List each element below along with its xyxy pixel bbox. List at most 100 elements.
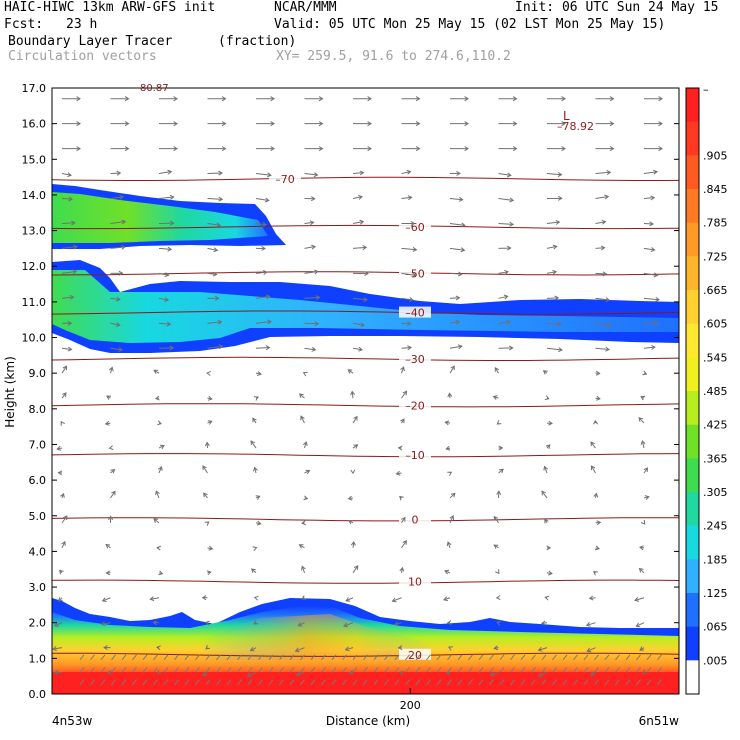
vector-arrow bbox=[373, 679, 379, 686]
isotherm-label: –10 bbox=[405, 449, 425, 462]
vector-arrowhead bbox=[496, 621, 502, 626]
vector-arrowhead bbox=[156, 645, 161, 651]
x-left-label: 4n53w bbox=[52, 714, 93, 728]
vector-arrow bbox=[552, 654, 557, 661]
vector-arrowhead bbox=[105, 570, 111, 576]
vector-arrow bbox=[595, 196, 609, 199]
vector-arrow bbox=[510, 666, 515, 673]
vector-arrowhead bbox=[156, 545, 162, 551]
colorbar-label: .845 bbox=[703, 183, 728, 196]
vector-arrow bbox=[255, 222, 267, 226]
vector-arrow bbox=[163, 679, 169, 686]
vector-arrowhead bbox=[449, 515, 455, 520]
vector-arrowhead bbox=[59, 569, 64, 575]
vector-arrowhead bbox=[446, 620, 452, 626]
vector-arrowhead bbox=[104, 420, 110, 426]
vector-arrow bbox=[510, 679, 515, 686]
vector-arrowhead bbox=[76, 96, 81, 102]
vector-arrow bbox=[657, 654, 662, 661]
vector-arrow bbox=[247, 654, 253, 661]
vector-arrow bbox=[426, 654, 431, 661]
vector-arrow bbox=[289, 654, 295, 661]
vector-arrow bbox=[449, 515, 454, 524]
vector-arrowhead bbox=[640, 395, 646, 401]
vector-arrow bbox=[401, 297, 414, 301]
vector-arrow bbox=[61, 541, 66, 549]
vector-arrow bbox=[121, 679, 127, 686]
isotherm-line bbox=[52, 176, 679, 181]
vector-arrow bbox=[342, 679, 347, 686]
vector-arrowhead bbox=[250, 440, 256, 446]
vector-arrow bbox=[457, 679, 463, 686]
vector-arrow bbox=[301, 566, 305, 573]
vector-arrowhead bbox=[406, 169, 412, 175]
vector-arrowhead bbox=[443, 596, 449, 602]
vector-arrowhead bbox=[555, 219, 561, 225]
vector-arrow bbox=[304, 173, 318, 176]
vector-arrow bbox=[520, 666, 526, 673]
y-tick-label: 6.0 bbox=[29, 474, 47, 487]
vector-arrow bbox=[646, 679, 652, 686]
y-tick-label: 7.0 bbox=[29, 438, 47, 451]
vector-arrow bbox=[634, 597, 645, 601]
vector-arrow bbox=[205, 666, 211, 673]
vector-arrowhead bbox=[508, 345, 514, 351]
colorbar-label: .725 bbox=[703, 250, 728, 263]
vector-arrow bbox=[478, 679, 484, 686]
colorbar-swatch bbox=[686, 660, 699, 695]
isotherm-label-bg bbox=[399, 513, 431, 525]
vector-arrow bbox=[595, 297, 610, 301]
vector-arrow bbox=[158, 171, 172, 175]
vector-arrow bbox=[478, 654, 484, 661]
x-axis-label: Distance (km) bbox=[326, 714, 410, 728]
colorbar-label: .125 bbox=[703, 587, 728, 600]
vector-arrowhead bbox=[643, 467, 649, 472]
vector-arrowhead bbox=[655, 296, 660, 302]
vector-arrow bbox=[102, 597, 111, 602]
vector-arrow bbox=[457, 666, 463, 673]
vector-arrowhead bbox=[108, 515, 114, 521]
vector-arrow bbox=[321, 666, 326, 673]
vector-arrow bbox=[541, 679, 547, 686]
vector-arrowhead bbox=[707, 97, 710, 101]
vector-arrow bbox=[449, 222, 465, 226]
vector-arrowhead bbox=[158, 570, 164, 576]
vector-arrow bbox=[158, 272, 169, 276]
colorbar-swatch bbox=[686, 458, 699, 493]
vector-arrowhead bbox=[71, 220, 76, 226]
vector-arrow bbox=[646, 654, 652, 661]
vector-arrowhead bbox=[103, 645, 108, 651]
vector-arrowhead bbox=[444, 420, 450, 426]
vector-arrow bbox=[61, 515, 68, 524]
vector-arrowhead bbox=[295, 671, 301, 677]
vector-arrow bbox=[494, 367, 499, 374]
vector-arrow bbox=[299, 393, 305, 399]
vector-arrowhead bbox=[544, 518, 549, 524]
vector-arrowhead bbox=[353, 565, 359, 570]
vector-arrowhead bbox=[294, 647, 300, 653]
vector-arrowhead bbox=[493, 645, 499, 651]
vector-arrow bbox=[443, 597, 451, 601]
vector-arrowhead bbox=[552, 244, 558, 250]
vector-arrowhead bbox=[410, 220, 416, 227]
vector-arrow bbox=[110, 172, 121, 175]
vector-arrow bbox=[184, 679, 190, 686]
vector-arrow bbox=[415, 679, 421, 686]
vector-arrow bbox=[184, 654, 190, 661]
vector-arrowhead bbox=[204, 521, 210, 526]
vector-arrow bbox=[468, 654, 473, 661]
vector-arrow bbox=[247, 679, 253, 686]
vector-arrowhead bbox=[358, 194, 363, 200]
vector-arrow bbox=[449, 198, 463, 201]
vector-arrowhead bbox=[267, 172, 272, 178]
vector-arrowhead bbox=[205, 644, 211, 650]
vector-arrow bbox=[490, 672, 499, 676]
vector-arrow bbox=[394, 654, 400, 661]
isotherm-label: –20 bbox=[405, 399, 425, 412]
vector-arrow bbox=[636, 622, 645, 627]
y-tick-label: 12.0 bbox=[22, 260, 47, 273]
low-value: –78.92 bbox=[557, 120, 594, 133]
colorbar-label: .005 bbox=[703, 654, 728, 667]
vector-arrowhead bbox=[589, 671, 595, 676]
